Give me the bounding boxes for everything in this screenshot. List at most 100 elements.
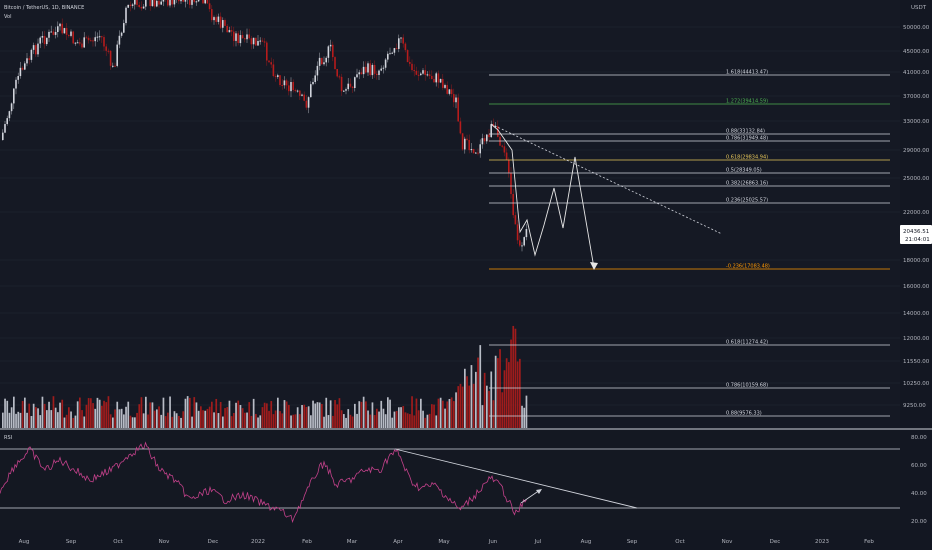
candle-body — [305, 100, 308, 108]
candle-body — [228, 30, 231, 33]
candle-body — [105, 46, 107, 51]
candle-body — [404, 43, 407, 51]
candle-body — [98, 36, 101, 38]
candle-body — [488, 134, 490, 138]
candle-body — [197, 0, 200, 2]
candle-body — [268, 60, 270, 63]
volume-bar — [382, 408, 385, 428]
projection-path[interactable] — [490, 123, 595, 269]
candle-body — [30, 49, 33, 60]
candle-body — [514, 215, 517, 225]
rsi-arrowhead — [536, 489, 542, 494]
volume-bar — [250, 415, 253, 428]
volume-bar — [255, 413, 257, 428]
candle-body — [48, 31, 50, 38]
volume-bar — [406, 413, 409, 428]
volume-bar — [508, 362, 510, 428]
volume-bar — [387, 397, 389, 428]
candle-body — [369, 63, 371, 76]
candle-body — [19, 67, 22, 77]
volume-bar — [472, 383, 475, 428]
volume-bar — [426, 414, 429, 428]
fib-extension-volume[interactable]: 0.618(11274.42) 0.786(10159.68) 0.88(9576.… — [489, 340, 890, 417]
rsi-tick-label: 80.00 — [911, 435, 927, 441]
volume-bar — [468, 385, 471, 428]
candle-body — [479, 144, 481, 154]
candle-body — [345, 89, 347, 91]
volume-bar — [39, 415, 42, 428]
candle-body — [94, 37, 96, 42]
candle-body — [237, 33, 239, 44]
fib-level-label: 0.618(11274.42) — [726, 340, 768, 346]
volume-bar — [138, 404, 141, 428]
volume-bar — [492, 400, 495, 428]
candle-body — [233, 31, 235, 41]
candle-body — [424, 70, 426, 75]
candle-body — [332, 44, 334, 58]
fib-level-label: 0.5(28349.05) — [726, 168, 762, 174]
volume-bar — [197, 410, 200, 428]
rsi-trendline[interactable] — [394, 448, 638, 509]
volume-bar — [479, 345, 482, 428]
time-tick-label: Sep — [627, 539, 638, 545]
candle-body — [380, 68, 382, 71]
candle-body — [486, 134, 488, 142]
candle-body — [490, 124, 492, 138]
time-axis[interactable]: Aug Sep Oct Nov Dec 2022 Feb Mar Apr May Jun Jul Aug… — [19, 539, 875, 545]
rsi-projection-arrow[interactable] — [520, 489, 541, 504]
volume-bar — [202, 410, 204, 428]
volume-bar — [52, 396, 55, 428]
volume-bar — [523, 407, 526, 428]
rsi-pane[interactable] — [0, 430, 900, 530]
candle-body — [406, 50, 409, 63]
candle-body — [39, 37, 41, 44]
candle-body — [327, 46, 330, 58]
candle-body — [316, 65, 319, 76]
candle-body — [501, 145, 503, 147]
volume-bar — [17, 411, 20, 428]
volume-bar — [292, 414, 295, 428]
fib-extension-price[interactable]: 1.618(44413.47) 1.272(39414.59) 0.88(33132… — [489, 70, 890, 270]
volume-bar — [380, 400, 383, 428]
volume-bar — [70, 411, 72, 428]
rsi-indicator-label[interactable]: RSI — [4, 435, 12, 441]
volume-bar — [30, 416, 33, 428]
volume-bar — [65, 414, 68, 428]
volume-bar — [283, 400, 286, 428]
candle-body — [107, 50, 110, 52]
price-axis[interactable]: 50000.00 45000.00 41000.00 37000.00 33000.00… — [903, 25, 930, 409]
volume-indicator-label[interactable]: Vol — [4, 14, 11, 20]
volume-bar — [362, 396, 365, 428]
candle-body — [512, 194, 514, 216]
candle-body — [41, 35, 44, 38]
volume-bar — [153, 410, 156, 428]
symbol-title[interactable]: Bitcoin / TetherUS, 1D, BINANCE — [4, 5, 84, 11]
candle-body — [46, 37, 48, 45]
volume-bar — [272, 414, 275, 428]
time-tick-label: 2023 — [815, 539, 829, 545]
candle-body — [510, 172, 512, 195]
volume-bar — [404, 412, 407, 428]
candle-body — [428, 74, 431, 76]
candle-body — [169, 0, 171, 6]
candle-body — [167, 0, 169, 6]
candle-body — [301, 94, 303, 96]
candle-body — [433, 79, 435, 83]
descending-trendline[interactable] — [490, 123, 723, 235]
candle-body — [173, 0, 176, 5]
volume-bar — [455, 392, 457, 428]
volume-bar — [213, 412, 215, 428]
rsi-axis[interactable]: 80.00 60.00 40.00 20.00 — [911, 435, 927, 525]
volume-bar — [274, 410, 277, 428]
price-pane[interactable] — [0, 0, 900, 428]
volume-bar — [149, 402, 152, 428]
candle-body — [65, 28, 68, 35]
candle-body — [391, 52, 393, 54]
price-tick-label: 45000.00 — [903, 49, 930, 55]
volume-bar — [246, 412, 248, 428]
candle-body — [26, 58, 28, 64]
volume-bar — [15, 413, 17, 428]
volume-bar — [439, 397, 442, 428]
candle-body — [138, 4, 140, 7]
candle-body — [261, 40, 264, 42]
